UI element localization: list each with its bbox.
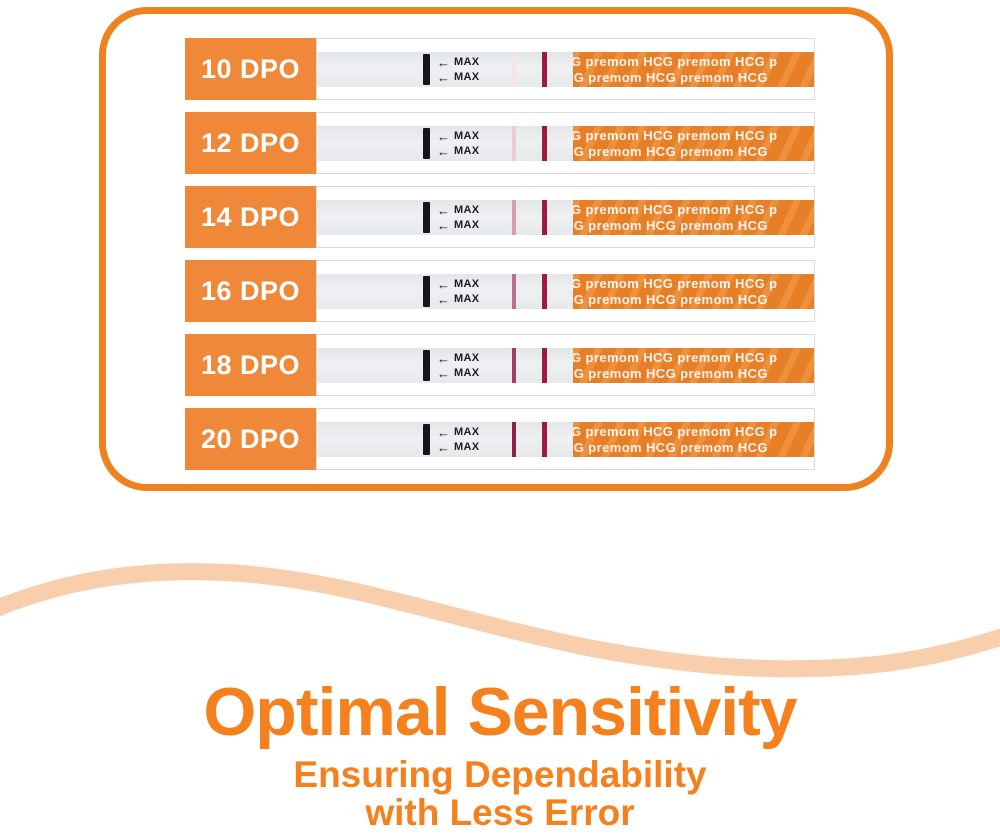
left-arrow-icon: ←	[437, 143, 450, 159]
max-label: MAX	[454, 129, 480, 142]
max-label: MAX	[454, 292, 480, 305]
max-marker-bar	[423, 54, 430, 85]
max-marker-bar	[423, 276, 430, 307]
control-line	[542, 422, 547, 457]
test-line	[512, 348, 516, 383]
strip-surface: ← MAX ← MAX G premom HCG premom HCG p CG p…	[317, 348, 814, 383]
branding-text: CG premom HCG premom HCG	[573, 366, 768, 381]
test-strip: ← MAX ← MAX G premom HCG premom HCG p CG p…	[316, 112, 815, 174]
strip-surface: ← MAX ← MAX G premom HCG premom HCG p CG p…	[317, 422, 814, 457]
premom-branding: G premom HCG premom HCG p CG premom HCG …	[573, 200, 814, 235]
test-strip: ← MAX ← MAX G premom HCG premom HCG p CG p…	[316, 260, 815, 322]
max-label: MAX	[454, 277, 480, 290]
max-labels: ← MAX ← MAX	[437, 348, 479, 383]
premom-branding: G premom HCG premom HCG p CG premom HCG …	[573, 126, 814, 161]
max-label: MAX	[454, 144, 480, 157]
test-line	[512, 126, 516, 161]
test-strip: ← MAX ← MAX G premom HCG premom HCG p CG p…	[316, 334, 815, 396]
subtitle-line-1: Ensuring Dependability	[293, 754, 707, 795]
max-marker-bar	[423, 350, 430, 381]
dpo-label: 12 DPO	[185, 112, 316, 174]
max-label: MAX	[454, 440, 480, 453]
premom-branding: G premom HCG premom HCG p CG premom HCG …	[573, 274, 814, 309]
strip-surface: ← MAX ← MAX G premom HCG premom HCG p CG p…	[317, 52, 814, 87]
subtitle-line-2: with Less Error	[365, 792, 635, 833]
premom-branding: G premom HCG premom HCG p CG premom HCG …	[573, 422, 814, 457]
branding-text: CG premom HCG premom HCG	[573, 440, 768, 455]
control-line	[542, 200, 547, 235]
strip-surface: ← MAX ← MAX G premom HCG premom HCG p CG p…	[317, 126, 814, 161]
left-arrow-icon: ←	[437, 128, 450, 144]
dpo-label: 18 DPO	[185, 334, 316, 396]
strip-comparison-card: 10 DPO ← MAX ← MAX G premom HCG premom HCG…	[99, 7, 893, 491]
test-line	[512, 200, 516, 235]
branding-text: CG premom HCG premom HCG	[573, 144, 768, 159]
dpo-label: 14 DPO	[185, 186, 316, 248]
left-arrow-icon: ←	[437, 439, 450, 455]
control-line	[542, 126, 547, 161]
dpo-label: 10 DPO	[185, 38, 316, 100]
left-arrow-icon: ←	[437, 424, 450, 440]
control-line	[542, 274, 547, 309]
dpo-row: 20 DPO ← MAX ← MAX G premom HCG premom HCG…	[185, 408, 815, 470]
left-arrow-icon: ←	[437, 365, 450, 381]
max-labels: ← MAX ← MAX	[437, 200, 479, 235]
test-strip: ← MAX ← MAX G premom HCG premom HCG p CG p…	[316, 408, 815, 470]
max-label: MAX	[454, 366, 480, 379]
test-line	[512, 52, 516, 87]
branding-text: CG premom HCG premom HCG	[573, 218, 768, 233]
control-line	[542, 348, 547, 383]
wave-icon	[0, 563, 1000, 678]
max-labels: ← MAX ← MAX	[437, 274, 479, 309]
max-labels: ← MAX ← MAX	[437, 422, 479, 457]
branding-text: G premom HCG premom HCG p	[573, 424, 778, 439]
left-arrow-icon: ←	[437, 217, 450, 233]
max-label: MAX	[454, 425, 480, 438]
branding-text: CG premom HCG premom HCG	[573, 292, 768, 307]
branding-text: G premom HCG premom HCG p	[573, 350, 778, 365]
subtitle: Ensuring Dependability with Less Error	[0, 756, 1000, 832]
control-line	[542, 52, 547, 87]
dpo-row: 12 DPO ← MAX ← MAX G premom HCG premom HCG…	[185, 112, 815, 174]
strip-surface: ← MAX ← MAX G premom HCG premom HCG p CG p…	[317, 200, 814, 235]
branding-text: G premom HCG premom HCG p	[573, 54, 778, 69]
test-line	[512, 274, 516, 309]
max-label: MAX	[454, 55, 480, 68]
test-strip: ← MAX ← MAX G premom HCG premom HCG p CG p…	[316, 186, 815, 248]
max-label: MAX	[454, 351, 480, 364]
left-arrow-icon: ←	[437, 54, 450, 70]
dpo-label: 16 DPO	[185, 260, 316, 322]
page-title: Optimal Sensitivity	[203, 674, 797, 750]
wave-decoration	[0, 545, 1000, 695]
max-label: MAX	[454, 70, 480, 83]
max-marker-bar	[423, 424, 430, 455]
strip-surface: ← MAX ← MAX G premom HCG premom HCG p CG p…	[317, 274, 814, 309]
left-arrow-icon: ←	[437, 276, 450, 292]
dpo-row: 10 DPO ← MAX ← MAX G premom HCG premom HCG…	[185, 38, 815, 100]
left-arrow-icon: ←	[437, 202, 450, 218]
dpo-label: 20 DPO	[185, 408, 316, 470]
left-arrow-icon: ←	[437, 350, 450, 366]
premom-branding: G premom HCG premom HCG p CG premom HCG …	[573, 348, 814, 383]
test-strip: ← MAX ← MAX G premom HCG premom HCG p CG p…	[316, 38, 815, 100]
premom-branding: G premom HCG premom HCG p CG premom HCG …	[573, 52, 814, 87]
max-marker-bar	[423, 128, 430, 159]
max-label: MAX	[454, 203, 480, 216]
branding-text: G premom HCG premom HCG p	[573, 276, 778, 291]
footer-text-block: Optimal Sensitivity Ensuring Dependabili…	[0, 676, 1000, 832]
max-labels: ← MAX ← MAX	[437, 52, 479, 87]
dpo-row: 14 DPO ← MAX ← MAX G premom HCG premom HCG…	[185, 186, 815, 248]
branding-text: G premom HCG premom HCG p	[573, 202, 778, 217]
max-label: MAX	[454, 218, 480, 231]
left-arrow-icon: ←	[437, 291, 450, 307]
max-labels: ← MAX ← MAX	[437, 126, 479, 161]
dpo-row: 16 DPO ← MAX ← MAX G premom HCG premom HCG…	[185, 260, 815, 322]
dpo-row: 18 DPO ← MAX ← MAX G premom HCG premom HCG…	[185, 334, 815, 396]
branding-text: G premom HCG premom HCG p	[573, 128, 778, 143]
left-arrow-icon: ←	[437, 69, 450, 85]
branding-text: CG premom HCG premom HCG	[573, 70, 768, 85]
max-marker-bar	[423, 202, 430, 233]
test-line	[512, 422, 516, 457]
